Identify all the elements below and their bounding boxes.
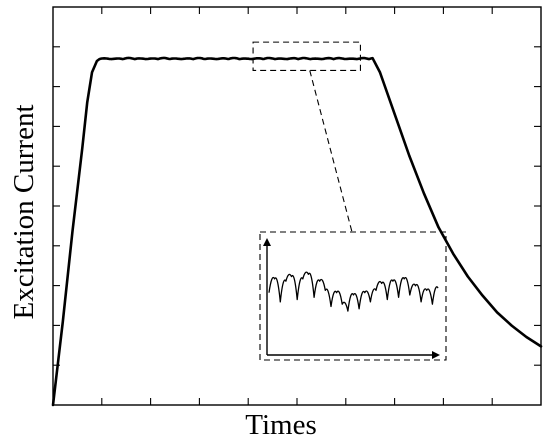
y-axis-label: Excitation Current xyxy=(8,104,40,319)
excitation-current-line xyxy=(51,56,543,407)
inset-x-arrow xyxy=(432,351,440,359)
plot-frame xyxy=(52,6,542,406)
inset-ripple-line xyxy=(268,271,439,312)
x-axis-label: Times xyxy=(245,409,316,441)
inset-axes xyxy=(263,238,440,359)
axis-ticks xyxy=(53,7,541,405)
zoom-region-box xyxy=(252,41,361,72)
inset-y-arrow xyxy=(263,238,271,246)
inset-box xyxy=(259,231,447,361)
zoom-connector-line xyxy=(309,70,353,233)
